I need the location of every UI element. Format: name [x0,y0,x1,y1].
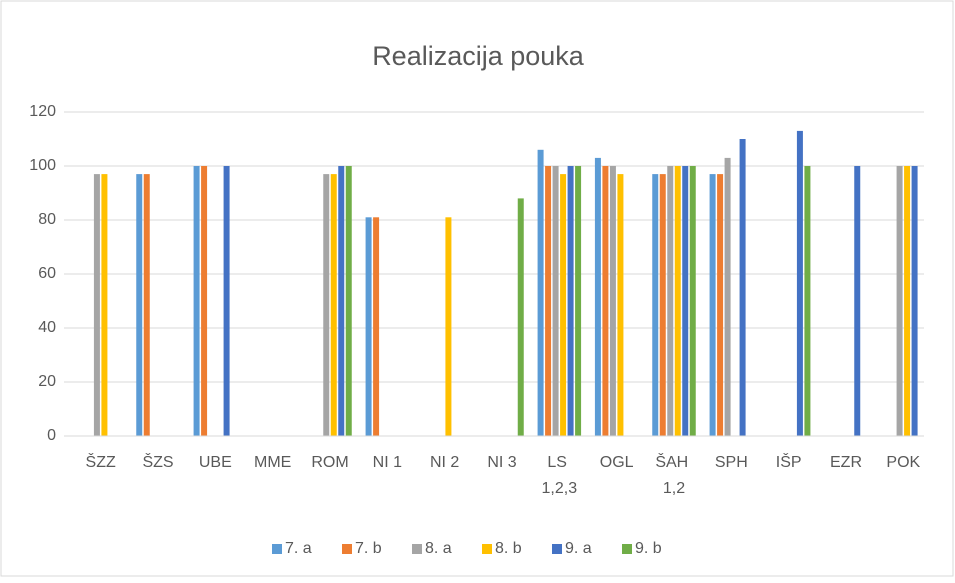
bar [689,166,696,436]
legend-swatch [272,544,282,554]
x-tick-label: ŠZZ [86,452,116,471]
bar [904,166,911,436]
bar [93,174,100,436]
y-tick-label: 40 [38,319,56,336]
y-tick-label: 120 [29,103,56,120]
bar [709,174,716,436]
y-tick-label: 0 [47,427,56,444]
bar [602,166,609,436]
legend-label: 8. a [425,540,452,557]
bar [201,166,208,436]
bar [552,166,559,436]
y-tick-label: 60 [38,265,56,282]
x-tick-label: OGL [600,454,634,471]
bar [560,174,567,436]
bar [804,166,811,436]
bar [674,166,681,436]
bar [323,174,330,436]
legend-swatch [342,544,352,554]
x-tick-label: NI 2 [430,454,459,471]
x-tick-label: IŠP [776,452,802,471]
y-tick-label: 80 [38,211,56,228]
bar [617,174,624,436]
bar [594,157,601,436]
x-tick-label: UBE [199,454,232,471]
bar [193,166,200,436]
bar [609,166,616,436]
bar [717,174,724,436]
legend-label: 8. b [495,540,522,557]
y-tick-label: 100 [29,157,56,174]
bar [101,174,108,436]
bar [667,166,674,436]
bar [365,217,372,436]
x-tick-label: ROM [311,454,348,471]
bar [373,217,380,436]
bar [567,166,574,436]
x-tick-label: NI 1 [373,454,402,471]
legend-swatch [552,544,562,554]
x-tick-label: MME [254,454,291,471]
bar [659,174,666,436]
x-tick-label: POK [886,454,920,471]
bar [575,166,582,436]
bar [854,166,861,436]
legend-swatch [622,544,632,554]
chart-title: Realizacija pouka [372,41,585,71]
bar [330,174,337,436]
legend-label: 9. a [565,540,592,557]
bar [445,217,452,436]
bar [338,166,345,436]
bar [537,149,544,437]
bar [136,174,143,436]
legend-label: 9. b [635,540,662,557]
bar [911,166,918,436]
bar [739,139,746,436]
bar [724,157,731,436]
x-tick-label: SPH [715,454,748,471]
bar [682,166,689,436]
legend-swatch [482,544,492,554]
bar [143,174,150,436]
legend-swatch [412,544,422,554]
x-tick-label: EZR [830,454,862,471]
bar [345,166,352,436]
bar [517,198,524,436]
bar [896,166,903,436]
legend-label: 7. b [355,540,382,557]
legend-label: 7. a [285,540,312,557]
bar [652,174,659,436]
bar [545,166,552,436]
bar [223,166,230,436]
x-tick-label: ŠZS [142,452,173,471]
x-tick-label: NI 3 [487,454,516,471]
x-tick-label: ŠAH 1,2 [655,452,692,497]
x-tick-label: LS 1,2,3 [542,454,578,497]
y-tick-label: 20 [38,373,56,390]
bar [796,130,803,436]
